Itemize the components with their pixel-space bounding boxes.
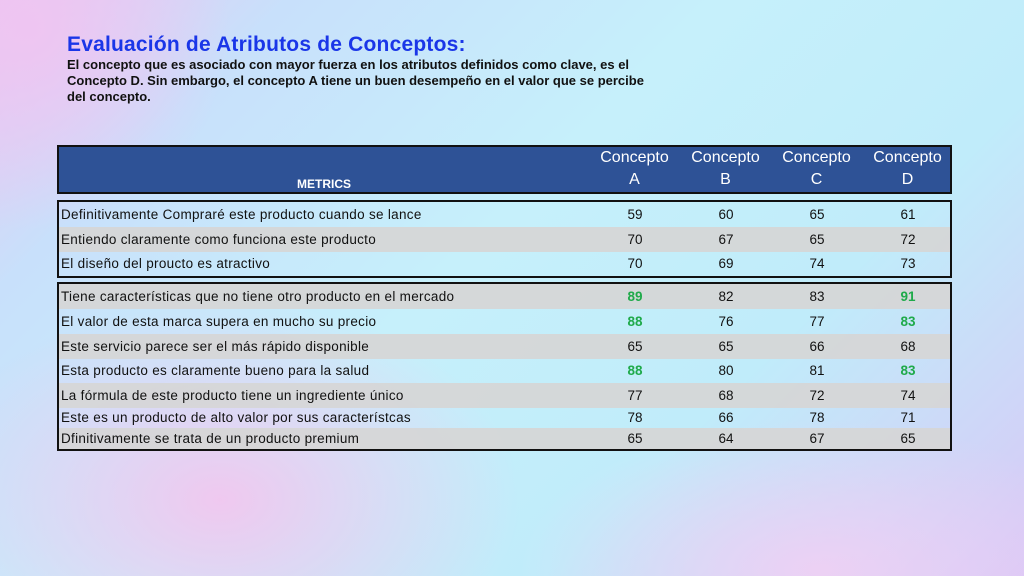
column-header-line1: Concepto	[873, 149, 942, 166]
metric-label: Esta producto es claramente bueno para l…	[61, 363, 370, 378]
table-header: METRICS Concepto A Concepto B Concepto C Co…	[57, 145, 952, 194]
column-header-a: Concepto A	[589, 147, 680, 191]
column-header-line2: B	[720, 171, 731, 188]
score-cell-b: 80	[718, 363, 734, 378]
score-cell-c: 83	[809, 289, 825, 304]
page-subtitle: El concepto que es asociado con mayor fu…	[67, 57, 644, 104]
table-row: El diseño del proucto es atractivo 70 69 74…	[59, 252, 950, 276]
metric-label: Entiendo claramente como funciona este p…	[61, 232, 377, 247]
score-cell-b: 64	[718, 431, 734, 446]
score-cell-d: 74	[900, 388, 916, 403]
score-cell-c: 77	[809, 314, 825, 329]
table-row: Definitivamente Compraré este producto c…	[59, 202, 950, 227]
metric-label: Definitivamente Compraré este producto c…	[61, 207, 422, 222]
column-header-line2: D	[901, 171, 914, 188]
score-cell-b: 69	[718, 256, 734, 271]
score-cell-d: 68	[900, 339, 916, 354]
table-row: La fórmula de este producto tiene un ing…	[59, 383, 950, 408]
column-header-line2: A	[629, 171, 640, 188]
table-row: Este es un producto de alto valor por su…	[59, 408, 950, 428]
score-cell-d: 83	[900, 363, 916, 378]
score-cell-b: 60	[718, 207, 734, 222]
score-cell-d: 72	[900, 232, 916, 247]
score-cell-b: 76	[718, 314, 734, 329]
score-cell-d: 61	[900, 207, 916, 222]
column-header-b: Concepto B	[680, 147, 771, 191]
score-cell-d: 73	[900, 256, 916, 271]
table-row: Entiendo claramente como funciona este p…	[59, 227, 950, 252]
score-cell-c: 72	[809, 388, 825, 403]
score-cell-a: 77	[627, 388, 643, 403]
score-cell-d: 65	[900, 431, 916, 446]
table-group-key-attributes: Definitivamente Compraré este producto c…	[57, 200, 952, 278]
score-cell-a: 89	[627, 289, 643, 304]
score-cell-a: 70	[627, 232, 643, 247]
score-cell-a: 65	[627, 339, 643, 354]
score-cell-d: 91	[900, 289, 916, 304]
column-header-c: Concepto C	[771, 147, 862, 191]
score-cell-b: 82	[718, 289, 734, 304]
metric-label: Este servicio parece ser el más rápido d…	[61, 339, 370, 354]
table-group-value-attributes: Tiene características que no tiene otro …	[57, 282, 952, 451]
metric-label: El valor de esta marca supera en mucho s…	[61, 314, 377, 329]
score-cell-c: 66	[809, 339, 825, 354]
table-row: El valor de esta marca supera en mucho s…	[59, 309, 950, 334]
column-header-d: Concepto D	[862, 147, 953, 191]
score-cell-c: 65	[809, 232, 825, 247]
metric-label: Este es un producto de alto valor por su…	[61, 410, 411, 425]
metric-label: Dfinitivamente se trata de un producto p…	[61, 431, 360, 446]
score-cell-c: 78	[809, 410, 825, 425]
table-row: Esta producto es claramente bueno para l…	[59, 359, 950, 383]
column-header-line1: Concepto	[691, 149, 760, 166]
table-row: Este servicio parece ser el más rápido d…	[59, 334, 950, 359]
table-row: Tiene características que no tiene otro …	[59, 284, 950, 309]
score-cell-c: 74	[809, 256, 825, 271]
score-cell-a: 88	[627, 314, 643, 329]
column-header-line2: C	[810, 171, 823, 188]
metric-label: Tiene características que no tiene otro …	[61, 289, 455, 304]
score-cell-a: 88	[627, 363, 643, 378]
page-title: Evaluación de Atributos de Conceptos:	[67, 33, 466, 56]
score-cell-b: 65	[718, 339, 734, 354]
column-header-line1: Concepto	[600, 149, 669, 166]
score-cell-b: 66	[718, 410, 734, 425]
score-cell-b: 67	[718, 232, 734, 247]
score-cell-d: 71	[900, 410, 916, 425]
score-cell-a: 65	[627, 431, 643, 446]
score-cell-b: 68	[718, 388, 734, 403]
score-cell-a: 70	[627, 256, 643, 271]
table-row: Dfinitivamente se trata de un producto p…	[59, 428, 950, 449]
score-cell-c: 65	[809, 207, 825, 222]
score-cell-c: 67	[809, 431, 825, 446]
score-cell-a: 78	[627, 410, 643, 425]
score-cell-a: 59	[627, 207, 643, 222]
metric-label: El diseño del proucto es atractivo	[61, 256, 271, 271]
score-cell-d: 83	[900, 314, 916, 329]
metric-label: La fórmula de este producto tiene un ing…	[61, 388, 404, 403]
score-cell-c: 81	[809, 363, 825, 378]
metrics-header: METRICS	[297, 177, 351, 191]
column-header-line1: Concepto	[782, 149, 851, 166]
